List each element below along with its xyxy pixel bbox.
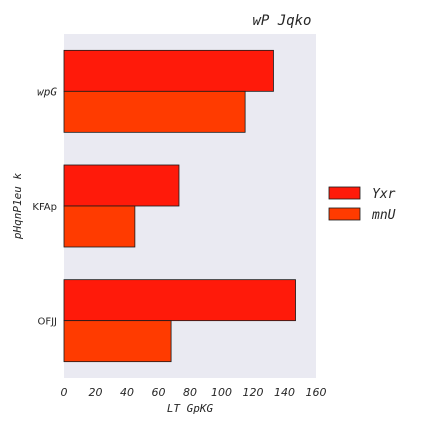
y-tick-label: KFAp [32,202,57,213]
x-tick-label: 0 [61,386,68,399]
legend: Yxr mnU [328,186,396,223]
bar-mnU-wpG [63,90,246,133]
legend-swatch-mnU [328,207,361,221]
y-tick-label: OFJJ [37,317,57,328]
x-axis-label: LT GpKG [167,402,214,415]
bar-mnU-OFJJ [63,320,172,363]
bars-group [63,49,296,363]
chart-title: wP Jqko [252,13,311,29]
x-tick-label: 160 [306,386,327,399]
x-tick-label: 20 [89,386,103,399]
legend-label-mnU: mnU [371,208,396,223]
legend-label-Yxr: Yxr [372,187,396,202]
x-tick-label: 80 [183,386,197,399]
x-tick-label: 100 [211,386,232,399]
bar-Yxr-wpG [63,49,274,92]
bar-Yxr-KFAp [63,164,180,207]
x-axis-ticks: 0 20 40 60 80 100 120 140 160 [61,386,327,399]
bar-Yxr-OFJJ [63,279,296,322]
x-tick-label: 40 [120,386,134,399]
legend-swatch-Yxr [328,186,361,200]
y-axis-ticks: wpG KFAp OFJJ [32,85,57,327]
y-axis-label: pHqnP1eu k [11,173,24,241]
x-tick-label: 60 [152,386,166,399]
x-tick-label: 120 [243,386,264,399]
y-tick-label: wpG [37,85,57,98]
x-tick-label: 140 [274,386,295,399]
bar-mnU-KFAp [63,205,136,248]
